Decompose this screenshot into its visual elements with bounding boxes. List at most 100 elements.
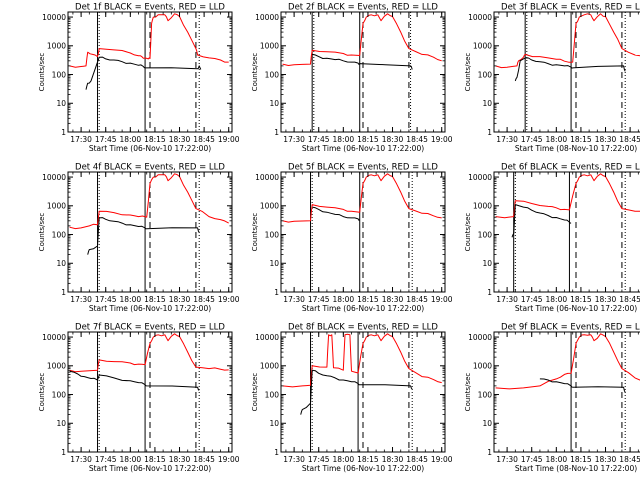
y-tick-label: 10000: [255, 173, 279, 182]
x-tick-label: 18:15: [144, 455, 166, 464]
plot-frame: [67, 11, 233, 133]
plot-frame: [280, 171, 446, 293]
y-tick-label: 10000: [468, 13, 492, 22]
detector-panel: Det 5f BLACK = Events, RED = LLD 1 10 100 10…: [251, 163, 453, 314]
y-tick-label: 100: [52, 70, 67, 79]
plot-area: [282, 332, 442, 452]
y-axis-title: Counts/sec: [464, 53, 472, 92]
events-line: [312, 206, 361, 221]
detector-panel: Det 8f BLACK = Events, RED = LLD 1 10 100 10…: [251, 323, 453, 474]
x-tick-label: 18:45: [406, 135, 428, 144]
x-tick-label: 18:30: [595, 295, 617, 304]
panel-title: Det 5f BLACK = Events, RED = LLD: [288, 163, 438, 173]
y-tick-label: 10: [56, 99, 66, 108]
y-tick-label: 10: [56, 259, 66, 268]
y-axis-title: Counts/sec: [251, 213, 259, 252]
detector-panel: Det 4f BLACK = Events, RED = LLD 1 10 100 10…: [38, 163, 240, 314]
x-tick-label: 18:00: [120, 295, 142, 304]
plot-area: [282, 12, 442, 132]
detector-panel: Det 7f BLACK = Events, RED = LLD 1 10 100 10…: [38, 323, 240, 474]
y-tick-label: 10000: [255, 333, 279, 342]
events-line: [300, 369, 413, 415]
x-tick-label: 19:00: [218, 295, 240, 304]
x-tick-label: 18:45: [619, 295, 640, 304]
lld-line: [495, 173, 640, 219]
y-tick-label: 10000: [42, 333, 66, 342]
plot-area: [69, 332, 229, 452]
x-tick-label: 19:00: [431, 135, 453, 144]
detector-panel: Det 6f BLACK = Events, RED = LLD 1 10 100 10…: [464, 163, 640, 313]
x-tick-label: 18:30: [595, 455, 617, 464]
plot-area: [495, 172, 640, 292]
x-axis-title: Start Time (08-Nov-10 17:22:00): [515, 144, 637, 153]
y-tick-label: 10: [269, 419, 279, 428]
y-tick-label: 10: [482, 99, 492, 108]
x-tick-label: 18:30: [382, 295, 404, 304]
plot-frame: [493, 331, 640, 453]
y-axis-title: Counts/sec: [251, 373, 259, 412]
y-tick-label: 10: [56, 419, 66, 428]
y-axis-title: Counts/sec: [38, 53, 46, 92]
x-tick-label: 17:30: [70, 295, 92, 304]
x-tick-label: 18:00: [333, 295, 355, 304]
x-tick-label: 17:30: [283, 295, 305, 304]
y-tick-label: 1: [487, 448, 492, 457]
x-tick-label: 18:45: [193, 455, 215, 464]
events-line: [539, 378, 626, 393]
lld-line: [495, 333, 640, 390]
y-tick-label: 1000: [260, 362, 279, 371]
y-tick-label: 100: [52, 230, 67, 239]
lld-line: [69, 173, 229, 230]
y-tick-label: 100: [265, 230, 280, 239]
y-tick-label: 100: [478, 230, 493, 239]
lld-line: [282, 173, 442, 223]
lld-line: [495, 13, 640, 69]
x-tick-label: 18:30: [382, 135, 404, 144]
x-tick-label: 17:30: [283, 135, 305, 144]
y-axis-title: Counts/sec: [464, 373, 472, 412]
y-tick-label: 1000: [473, 42, 492, 51]
y-tick-label: 1000: [47, 202, 66, 211]
x-tick-label: 18:45: [619, 135, 640, 144]
x-tick-label: 18:30: [169, 295, 191, 304]
panel-title: Det 6f BLACK = Events, RED = LLD: [501, 163, 640, 173]
y-tick-label: 1: [61, 448, 66, 457]
events-line: [312, 53, 413, 70]
events-line: [511, 204, 572, 238]
y-tick-label: 1000: [473, 362, 492, 371]
plot-area: [495, 332, 640, 452]
x-axis-title: Start Time (06-Nov-10 17:22:00): [302, 464, 424, 473]
y-tick-label: 100: [478, 70, 493, 79]
x-tick-label: 18:15: [144, 135, 166, 144]
x-tick-label: 18:00: [546, 295, 568, 304]
plot-area: [282, 172, 442, 292]
x-tick-label: 18:45: [619, 455, 640, 464]
x-axis-title: Start Time (06-Nov-10 17:22:00): [302, 304, 424, 313]
y-tick-label: 1: [487, 288, 492, 297]
y-tick-label: 10: [269, 259, 279, 268]
x-axis-title: Start Time (06-Nov-10 17:22:00): [89, 464, 211, 473]
events-line: [514, 57, 626, 82]
x-tick-label: 18:00: [120, 455, 142, 464]
plot-area: [69, 172, 229, 292]
x-tick-label: 18:00: [546, 135, 568, 144]
y-tick-label: 100: [265, 390, 280, 399]
x-axis-title: Start Time (06-Nov-10 17:22:00): [89, 144, 211, 153]
detector-panel: Det 2f BLACK = Events, RED = LLD 1 10 100 10…: [251, 3, 453, 154]
y-axis-title: Counts/sec: [38, 213, 46, 252]
x-tick-label: 18:15: [357, 295, 379, 304]
x-tick-label: 19:00: [431, 295, 453, 304]
x-tick-label: 17:30: [496, 295, 518, 304]
y-tick-label: 100: [478, 390, 493, 399]
y-tick-label: 10000: [42, 13, 66, 22]
lld-line: [282, 13, 442, 66]
x-tick-label: 18:15: [357, 135, 379, 144]
events-line: [85, 56, 202, 90]
x-tick-label: 18:45: [406, 295, 428, 304]
panel-title: Det 2f BLACK = Events, RED = LLD: [288, 3, 438, 13]
y-tick-label: 1000: [47, 42, 66, 51]
events-line: [69, 370, 200, 391]
y-tick-label: 1: [61, 128, 66, 137]
x-tick-label: 17:45: [95, 295, 117, 304]
